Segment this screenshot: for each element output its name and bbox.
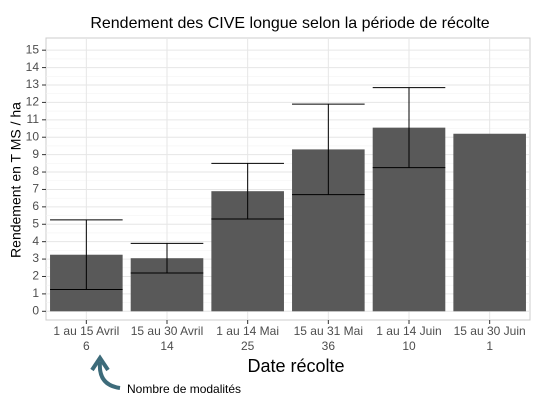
y-axis-label: Rendement en T MS / ha <box>8 102 24 258</box>
x-tick-label: 15 au 30 Juin <box>454 324 526 338</box>
y-tick-label: 12 <box>26 95 40 109</box>
x-tick-label: 1 au 14 Juin <box>376 324 441 338</box>
y-tick-label: 3 <box>32 251 39 265</box>
x-tick-count: 6 <box>83 339 90 353</box>
y-tick-label: 5 <box>32 216 39 230</box>
y-tick-label: 15 <box>26 42 40 56</box>
annotation-arrowhead <box>90 354 110 372</box>
annotation: Nombre de modalités <box>127 382 241 396</box>
y-tick-label: 10 <box>26 129 40 143</box>
y-tick-label: 2 <box>32 269 39 283</box>
chart-title: Rendement des CIVE longue selon la pério… <box>90 15 489 32</box>
x-tick-label: 1 au 14 Mai <box>216 324 279 338</box>
x-tick-count: 25 <box>241 339 255 353</box>
x-tick-count: 10 <box>402 339 416 353</box>
x-tick-count: 36 <box>322 339 336 353</box>
x-tick-label: 15 au 30 Avril <box>131 324 204 338</box>
y-tick-label: 13 <box>26 77 40 91</box>
y-tick-label: 0 <box>32 303 39 317</box>
y-tick-label: 7 <box>32 182 39 196</box>
annotation-arrow <box>97 361 121 390</box>
error-bar <box>372 87 446 169</box>
y-tick-label: 1 <box>32 286 39 300</box>
y-tick-label: 14 <box>26 60 40 74</box>
error-bar <box>292 103 365 196</box>
x-tick-label: 1 au 15 Avril <box>53 324 119 338</box>
y-tick-label: 9 <box>32 147 39 161</box>
bar <box>453 133 526 312</box>
y-tick-label: 8 <box>32 164 39 178</box>
error-bar <box>50 219 123 291</box>
y-tick-label: 11 <box>27 112 40 126</box>
y-tick-label: 6 <box>32 199 39 213</box>
error-bar <box>130 242 204 274</box>
x-axis-label: Date récolte <box>247 356 344 376</box>
x-tick-count: 14 <box>160 339 174 353</box>
y-tick-label: 4 <box>32 234 39 248</box>
error-bar <box>211 162 284 220</box>
x-tick-label: 15 au 31 Mai <box>294 324 363 338</box>
x-tick-count: 1 <box>486 339 493 353</box>
